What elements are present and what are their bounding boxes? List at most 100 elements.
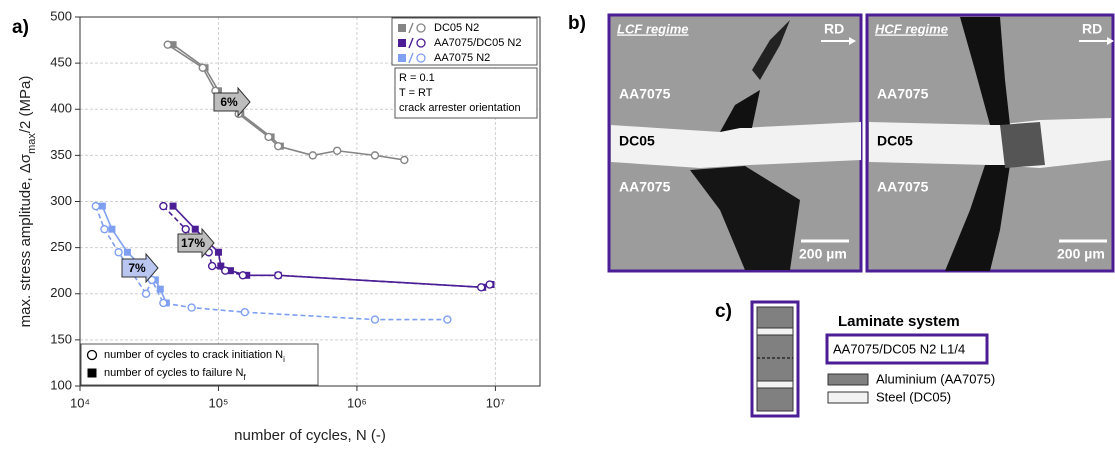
legend-square [398, 54, 406, 62]
steel-layer [756, 327, 794, 336]
y-tick-label: 200 [50, 285, 72, 300]
x-tick-label: 10⁵ [209, 395, 229, 410]
annotation-text: 17% [181, 236, 205, 250]
crack [1000, 122, 1045, 168]
annotation-arrow [121, 252, 159, 284]
designation-box [825, 333, 989, 365]
initiation-marker [240, 308, 250, 317]
legend-label: AA7075 N2 [434, 52, 490, 64]
laminate-legend: Steel (DC05) [876, 389, 951, 404]
marker-legend-box [80, 343, 319, 386]
initiation-marker [91, 201, 100, 211]
y-tick-label: 400 [50, 101, 72, 116]
laminate-legend: Aluminium (AA7075) [876, 371, 995, 386]
legend-box [391, 17, 538, 66]
y-tick-label: 250 [50, 239, 72, 254]
marker-legend-label: number of cycles to crack initiation Ni [104, 349, 285, 364]
legend-circle [416, 53, 426, 63]
initiation-marker [221, 266, 230, 275]
initiation-marker [100, 224, 109, 234]
layer-label: AA7075 [877, 86, 929, 102]
initiation-marker [308, 151, 317, 160]
condition-text: R = 0.1 [399, 72, 435, 84]
initiation-marker [198, 63, 207, 72]
scale-label: 200 µm [1057, 246, 1105, 262]
conditions-box [394, 67, 538, 119]
initiation-marker [159, 298, 168, 308]
marker-legend-square [87, 368, 97, 378]
initiation-marker [370, 315, 380, 324]
initiation-marker [238, 271, 248, 280]
initiation-marker [159, 201, 168, 211]
scale-label: 200 µm [799, 246, 847, 262]
y-axis-label-part: max. stress amplitude, Δσ [17, 153, 34, 327]
crack [960, 17, 1010, 125]
x-tick-label: 10⁴ [70, 395, 90, 410]
aluminium-layer [756, 306, 794, 412]
image-title: LCF regime [617, 21, 689, 36]
failure-line [101, 205, 168, 304]
y-tick-label: 350 [50, 147, 72, 162]
initiation-marker [207, 261, 217, 271]
initiation-marker [485, 280, 494, 289]
annotation-arrow [177, 227, 215, 259]
legend-slash [408, 37, 414, 49]
y-axis-label-part: max [26, 133, 38, 154]
initiation-marker [400, 155, 409, 165]
layer-label: AA7075 [877, 179, 929, 195]
legend-swatch [827, 373, 869, 386]
micrograph-panel [607, 13, 1115, 273]
legend-slash [408, 52, 414, 64]
initiation-marker [264, 132, 273, 142]
annotation-arrow [213, 86, 251, 118]
marker-legend-part: f [243, 373, 246, 382]
annotation-text: 7% [128, 261, 146, 275]
failure-marker [156, 285, 164, 293]
initiation-marker [141, 289, 151, 298]
y-tick-label: 300 [50, 193, 72, 208]
crack [752, 20, 790, 80]
marker-legend-part: number of cycles to failure N [104, 367, 243, 379]
laminate-title: Laminate system [838, 313, 960, 330]
plot-frame [79, 16, 541, 387]
direction-label: RD [824, 21, 844, 37]
layer-label: AA7075 [619, 86, 671, 102]
marker-legend-part: number of cycles to crack initiation N [104, 349, 283, 361]
failure-line [172, 205, 492, 289]
steel-layer [611, 122, 861, 168]
layer-label: DC05 [619, 133, 655, 149]
y-tick-label: 450 [50, 55, 72, 70]
panel-label: a) [12, 17, 29, 38]
initiation-marker [273, 271, 283, 280]
direction-arrowhead [849, 37, 856, 45]
layer-label: AA7075 [619, 179, 671, 195]
legend-label: DC05 N2 [434, 22, 479, 34]
legend-swatch [827, 391, 869, 404]
laminate-schematic [750, 300, 989, 418]
failure-marker [169, 202, 177, 210]
initiation-marker [370, 151, 380, 160]
failure-marker [169, 41, 177, 49]
crack [720, 90, 760, 132]
panel-label: b) [568, 13, 586, 34]
y-axis-label: max. stress amplitude, Δσmax/2 (MPa) [17, 76, 38, 328]
legend-square [398, 39, 406, 47]
crack [945, 165, 1010, 271]
annotation-text: 6% [220, 95, 238, 109]
x-axis-label: number of cycles, N (-) [234, 427, 386, 444]
crack [690, 166, 800, 270]
legend-slash [408, 22, 414, 34]
failure-marker [123, 248, 131, 256]
legend-square [398, 24, 406, 32]
failure-marker [191, 225, 199, 233]
y-axis-label-part: /2 (MPa) [17, 76, 34, 134]
x-tick-label: 10⁶ [347, 395, 367, 410]
x-tick-label: 10⁷ [486, 395, 505, 410]
marker-legend-label: number of cycles to failure Nf [104, 367, 246, 382]
legend-label: AA7075/DC05 N2 [434, 37, 521, 49]
condition-text: T = RT [399, 87, 433, 99]
failure-marker [226, 267, 234, 275]
direction-arrowhead [1107, 37, 1114, 45]
initiation-marker [332, 146, 342, 155]
